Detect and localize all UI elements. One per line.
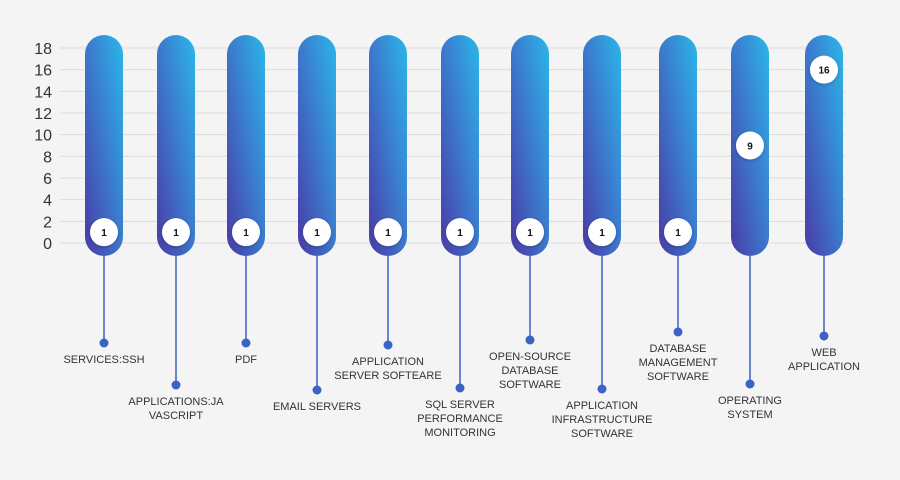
y-tick-label: 4 — [43, 193, 52, 210]
y-tick-label: 12 — [34, 106, 52, 123]
category-label: APPLICATION INFRASTRUCTURE SOFTWARE — [552, 400, 653, 440]
value-marker — [664, 218, 692, 247]
value-marker — [446, 218, 474, 247]
bar-group: 1 — [298, 35, 336, 395]
connector-dot — [819, 331, 829, 341]
y-tick-label: 2 — [43, 214, 52, 231]
connector-dot — [745, 379, 755, 389]
bar-group: 1 — [369, 35, 407, 350]
category-label: WEB APPLICATION — [788, 347, 860, 373]
category-labels: SERVICES:SSH APPLICATIONS:JA VASCRIPT PDF EM… — [63, 343, 860, 440]
bar-group: 1 — [85, 35, 123, 348]
connector-dot — [312, 385, 322, 395]
category-label: OPERATING SYSTEM — [718, 395, 782, 421]
data-label: 1 — [243, 228, 249, 239]
bar — [369, 35, 407, 256]
y-tick-label: 8 — [43, 149, 52, 166]
data-label: 1 — [675, 228, 681, 239]
connector-dot — [383, 340, 393, 350]
value-marker — [90, 218, 118, 247]
bar — [157, 35, 195, 256]
category-label: DATABASE MANAGEMENT SOFTWARE — [639, 343, 718, 383]
data-label: 16 — [818, 66, 830, 77]
category-label: SQL SERVER PERFORMANCE MONITORING — [417, 399, 503, 439]
connector-dot — [597, 384, 607, 394]
value-marker — [810, 55, 838, 84]
value-marker — [736, 131, 764, 160]
data-label: 1 — [173, 228, 179, 239]
bar — [85, 35, 123, 256]
bar-group: 9 — [731, 35, 769, 389]
y-tick-label: 14 — [34, 84, 52, 101]
category-label: EMAIL SERVERS — [273, 401, 361, 413]
value-marker — [374, 218, 402, 247]
connector-dot — [525, 335, 535, 345]
bar-group: 1 — [659, 35, 697, 337]
bar-group: 1 — [441, 35, 479, 393]
bars: 1 1 1 1 1 1 1 1 1 9 16 — [85, 35, 843, 395]
y-tick-label: 6 — [43, 171, 52, 188]
data-label: 1 — [527, 228, 533, 239]
bar-group: 1 — [227, 35, 265, 348]
connector-dot — [673, 327, 683, 337]
value-marker — [232, 218, 260, 247]
data-label: 1 — [314, 228, 320, 239]
category-label: OPEN-SOURCE DATABASE SOFTWARE — [489, 351, 571, 391]
y-tick-label: 10 — [34, 128, 52, 145]
category-label: SERVICES:SSH — [63, 354, 144, 366]
connector-dot — [241, 338, 251, 348]
connector-dot — [99, 338, 109, 348]
bar — [227, 35, 265, 256]
bar — [659, 35, 697, 256]
category-label: APPLICATIONS:JA VASCRIPT — [128, 396, 224, 422]
connector-dot — [455, 383, 465, 393]
data-label: 1 — [385, 228, 391, 239]
data-label: 9 — [747, 142, 753, 153]
connector-dot — [171, 380, 181, 390]
value-marker — [162, 218, 190, 247]
y-axis-ticks: 0 2 4 6 8 10 12 14 16 18 — [34, 41, 52, 253]
y-tick-label: 18 — [34, 41, 52, 58]
bar-group: 1 — [157, 35, 195, 390]
y-tick-label: 16 — [34, 63, 52, 80]
bar-group: 1 — [583, 35, 621, 394]
bar — [441, 35, 479, 256]
category-label: APPLICATION SERVER SOFTEARE — [334, 356, 441, 382]
data-label: 1 — [457, 228, 463, 239]
bar — [583, 35, 621, 256]
data-label: 1 — [101, 228, 107, 239]
value-marker — [303, 218, 331, 247]
bar-group: 16 — [805, 35, 843, 341]
bar-group: 1 — [511, 35, 549, 345]
y-tick-label: 0 — [43, 236, 52, 253]
data-label: 1 — [599, 228, 605, 239]
category-label: PDF — [235, 354, 257, 366]
value-marker — [588, 218, 616, 247]
bar — [298, 35, 336, 256]
bar — [805, 35, 843, 256]
value-marker — [516, 218, 544, 247]
bar — [511, 35, 549, 256]
